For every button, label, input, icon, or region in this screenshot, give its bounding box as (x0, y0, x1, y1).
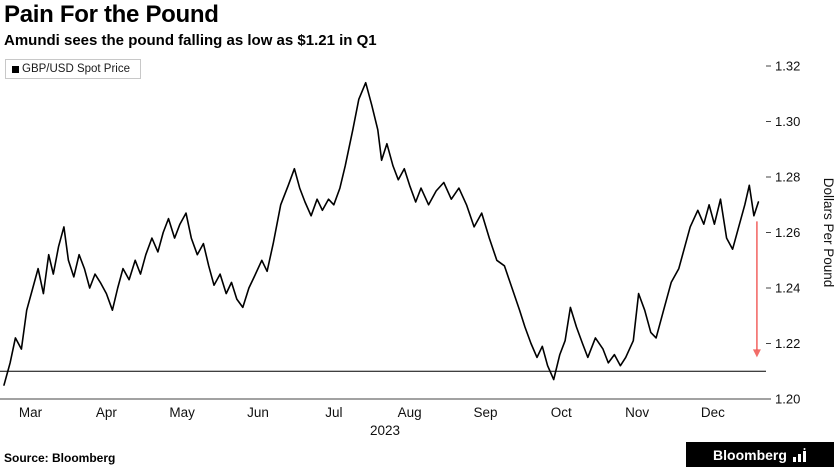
forecast-arrow-head-icon (752, 349, 761, 358)
x-tick-label: Nov (625, 405, 649, 420)
legend: GBP/USD Spot Price (5, 59, 142, 79)
x-tick-label: Jun (247, 405, 269, 420)
line-chart: 1.20 1.22 1.24 1.26 1.28 1.30 1.32 Mar Apr May Jun… (0, 59, 834, 438)
y-tick-label: 1.20 (775, 392, 800, 407)
y-axis-title: Dollars Per Pound (821, 178, 834, 288)
legend-swatch-icon (12, 65, 19, 73)
y-tick-label: 1.28 (775, 170, 800, 185)
bloomberg-logo: Bloomberg (686, 442, 834, 467)
y-tick-label: 1.24 (775, 281, 800, 296)
x-tick-label: Apr (96, 405, 118, 420)
bloomberg-signal-icon (792, 447, 806, 462)
x-tick-label: Jul (325, 405, 342, 420)
x-tick-label: May (169, 405, 195, 420)
y-tick-label: 1.30 (775, 114, 800, 129)
x-tick-label: Sep (473, 405, 497, 420)
x-tick-label: Dec (701, 405, 725, 420)
bloomberg-logo-text: Bloomberg (713, 446, 787, 463)
y-tick-label: 1.32 (775, 59, 800, 74)
x-tick-label: Oct (551, 405, 572, 420)
x-tick-label: Mar (19, 405, 43, 420)
source-text: Source: Bloomberg (4, 451, 116, 465)
chart-title: Pain For the Pound (4, 1, 219, 28)
x-axis-year-label: 2023 (370, 423, 400, 438)
chart-subtitle: Amundi sees the pound falling as low as … (4, 32, 377, 49)
price-line (3, 81, 760, 386)
y-tick-label: 1.26 (775, 225, 800, 240)
x-tick-label: Aug (398, 405, 422, 420)
legend-label: GBP/USD Spot Price (22, 63, 131, 75)
y-tick-label: 1.22 (775, 336, 800, 351)
